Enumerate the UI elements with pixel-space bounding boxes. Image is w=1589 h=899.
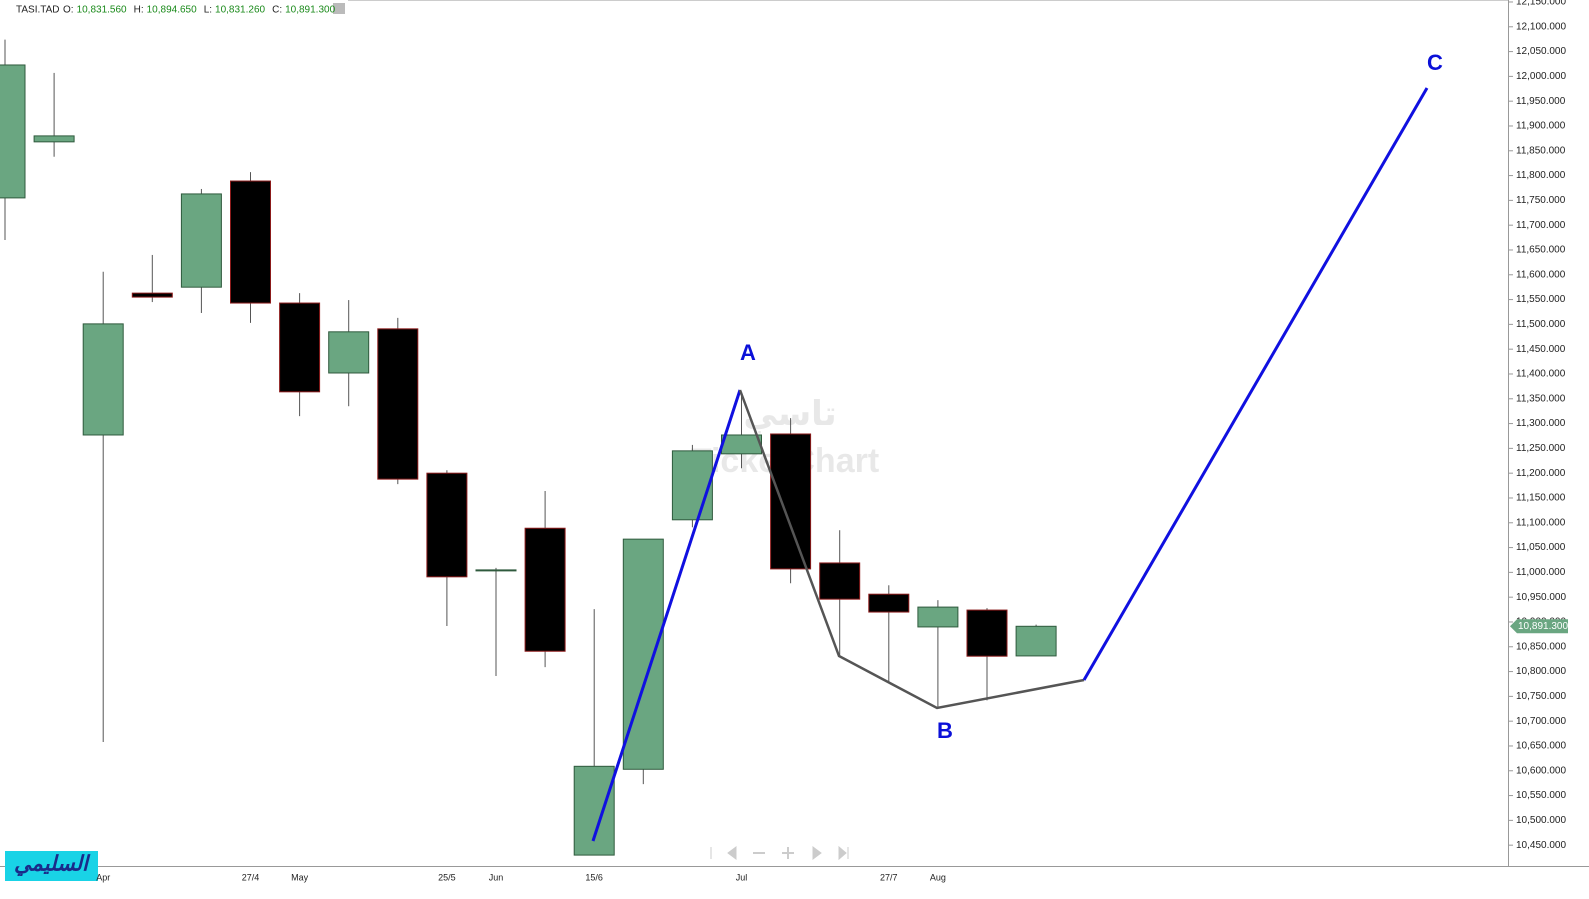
- y-tick-label: 10,850.000: [1516, 641, 1566, 652]
- y-tick-label: 11,150.000: [1516, 493, 1566, 504]
- y-tick-label: 10,800.000: [1516, 666, 1566, 677]
- candle-body: [0, 64, 26, 199]
- y-tick-label: 11,800.000: [1516, 170, 1566, 181]
- nav-end[interactable]: [838, 845, 849, 861]
- y-tick-label: 11,000.000: [1516, 567, 1566, 578]
- candle-body: [82, 323, 124, 436]
- y-tick-label: 12,150.000: [1516, 0, 1566, 8]
- candles: [0, 39, 1057, 856]
- x-tick-label: Apr: [96, 872, 110, 882]
- y-tick-label: 11,950.000: [1516, 96, 1566, 107]
- y-tick-label: 11,700.000: [1516, 220, 1566, 231]
- candle-body: [475, 569, 517, 572]
- y-tick-label: 10,950.000: [1516, 592, 1566, 603]
- annotation: C: [1427, 50, 1443, 75]
- annotation: A: [740, 340, 756, 365]
- y-tick-label: 11,750.000: [1516, 195, 1566, 206]
- candle-body: [131, 292, 173, 298]
- y-tick-label: 11,600.000: [1516, 269, 1566, 280]
- y-tick-label: 10,750.000: [1516, 691, 1566, 702]
- nav-left[interactable]: [727, 846, 737, 860]
- y-tick-label: 12,100.000: [1516, 21, 1566, 32]
- x-tick-label: 27/4: [242, 872, 260, 882]
- price-tag-label: 10,891.300: [1518, 621, 1568, 632]
- nav-zoom-in[interactable]: [782, 847, 794, 859]
- y-tick-label: 11,100.000: [1516, 517, 1566, 528]
- x-tick-label: Jul: [736, 872, 748, 882]
- x-tick-label: Jun: [489, 872, 504, 882]
- trend-line: [738, 389, 1085, 710]
- candle-body: [770, 433, 812, 570]
- watermark: تاسي: [743, 395, 836, 434]
- x-tick-label: 15/6: [585, 872, 603, 882]
- y-tick-label: 10,450.000: [1516, 840, 1566, 851]
- y-tick-label: 11,850.000: [1516, 145, 1566, 156]
- candle-body: [426, 472, 468, 578]
- trend-line: [1082, 87, 1429, 681]
- header-value: 10,831.260: [215, 5, 265, 16]
- y-tick-label: 11,900.000: [1516, 121, 1566, 132]
- y-tick-label: 10,550.000: [1516, 790, 1566, 801]
- candle-body: [819, 562, 861, 600]
- x-tick-label: 25/5: [438, 872, 456, 882]
- drawings: [591, 87, 1429, 842]
- candle-body: [671, 450, 713, 521]
- header-value: 10,891.300: [285, 5, 335, 16]
- header-bg: [0, 0, 348, 18]
- candle-body: [721, 434, 762, 455]
- header: TASI.TAD O: 10,831.560 H: 10,894.650 L: 10,83…: [0, 0, 348, 18]
- y-tick-label: 10,600.000: [1516, 765, 1566, 776]
- header-label: L:: [204, 5, 212, 16]
- y-tick-label: 10,500.000: [1516, 815, 1566, 826]
- y-tick-label: 11,250.000: [1516, 443, 1566, 454]
- candle-body: [377, 328, 419, 480]
- candle-body: [230, 180, 271, 304]
- y-tick-label: 11,650.000: [1516, 245, 1566, 256]
- header-label: O:: [63, 5, 74, 16]
- trend-line: [591, 389, 742, 842]
- header-label: H:: [134, 5, 144, 16]
- header-menu[interactable]: [333, 3, 345, 14]
- y-tick-label: 11,050.000: [1516, 542, 1566, 553]
- candle-body: [966, 609, 1008, 657]
- header-value: 10,831.560: [77, 5, 127, 16]
- candle-body: [1015, 625, 1057, 657]
- x-tick-label: May: [291, 872, 309, 882]
- x-tick-label: 27/7: [880, 872, 898, 882]
- nav-controls: [710, 845, 849, 861]
- y-tick-label: 11,350.000: [1516, 393, 1566, 404]
- candle-body: [180, 193, 222, 288]
- y-tick-label: 11,300.000: [1516, 418, 1566, 429]
- candle-body: [279, 302, 321, 393]
- candle-body: [868, 593, 910, 613]
- candle-body: [328, 331, 370, 374]
- y-tick-label: 10,700.000: [1516, 716, 1566, 727]
- nav-right[interactable]: [812, 846, 822, 860]
- y-tick-label: 11,450.000: [1516, 344, 1566, 355]
- symbol: TASI.TAD: [16, 5, 60, 16]
- candle-body: [622, 538, 664, 770]
- y-tick-label: 12,000.000: [1516, 71, 1566, 82]
- logo-box: [5, 851, 98, 881]
- candle-body: [573, 765, 615, 856]
- y-tick-label: 12,050.000: [1516, 46, 1566, 57]
- header-value: 10,894.650: [147, 5, 197, 16]
- y-tick-label: 11,400.000: [1516, 369, 1566, 380]
- y-tick-label: 11,550.000: [1516, 294, 1566, 305]
- candle-body: [33, 135, 75, 143]
- x-tick-label: Aug: [930, 872, 946, 882]
- header-label: C:: [272, 5, 282, 16]
- y-tick-label: 11,500.000: [1516, 319, 1566, 330]
- price-tag: [1510, 619, 1568, 634]
- candle-body: [917, 606, 959, 628]
- candle-body: [524, 527, 566, 652]
- y-tick-label: 11,200.000: [1516, 468, 1566, 479]
- annotation: B: [937, 718, 953, 743]
- y-tick-label: 10,650.000: [1516, 741, 1566, 752]
- logo: السليمي: [14, 853, 91, 877]
